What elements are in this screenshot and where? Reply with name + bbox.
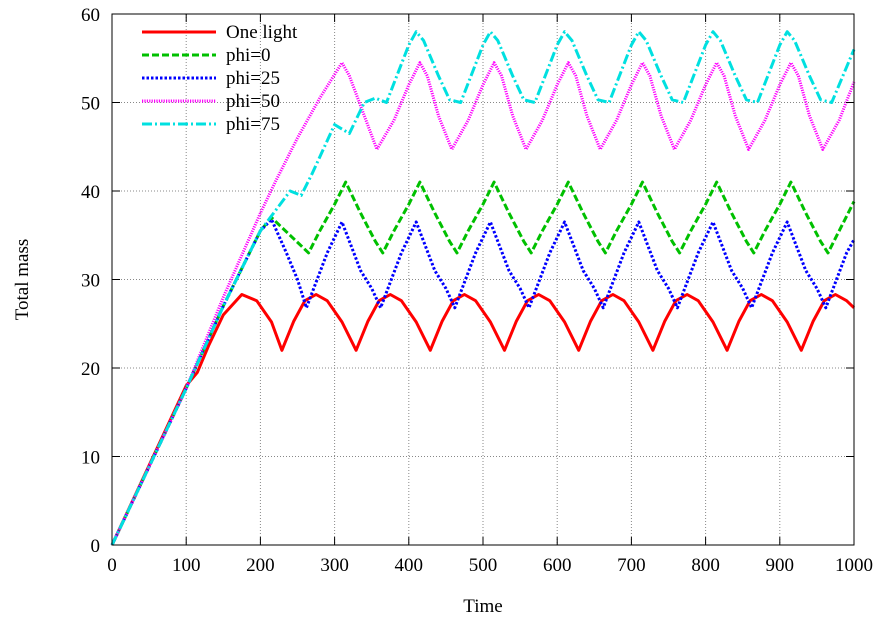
y-tick-label: 10 (81, 448, 100, 469)
series-lines (110, 30, 856, 546)
series-line-5 (110, 30, 856, 546)
x-tick-label: 100 (172, 555, 201, 576)
x-axis-label: Time (463, 596, 502, 617)
x-tick-label: 0 (107, 555, 117, 576)
legend-label: phi=75 (226, 114, 280, 135)
grid-lines (112, 14, 854, 545)
x-tick-label: 600 (543, 555, 572, 576)
legend-entry: phi=50 (142, 91, 280, 112)
x-tick-label: 700 (617, 555, 646, 576)
legend-label: One light (226, 22, 298, 43)
series-line-2 (110, 180, 856, 546)
x-tick-label: 300 (320, 555, 349, 576)
x-tick-label: 200 (246, 555, 275, 576)
legend-entry: phi=25 (142, 68, 280, 89)
x-tick-label: 900 (766, 555, 795, 576)
series-line-1 (110, 293, 856, 546)
y-tick-label: 40 (81, 182, 100, 203)
y-tick-label: 20 (81, 359, 100, 380)
series-line-4 (110, 61, 856, 546)
x-tick-label: 400 (395, 555, 424, 576)
x-tick-label: 500 (469, 555, 498, 576)
y-axis-label: Total mass (12, 239, 33, 321)
axis-ticks: 0 100 200 300 400 500 600 700 800 900 1000 0 10 20 30 4… (81, 5, 873, 576)
y-tick-label: 60 (81, 5, 100, 26)
legend-label: phi=25 (226, 68, 280, 89)
legend-entry: phi=75 (142, 114, 280, 135)
y-tick-label: 0 (91, 536, 101, 557)
y-tick-label: 30 (81, 271, 100, 292)
x-tick-label: 1000 (835, 555, 873, 576)
x-tick-label: 800 (691, 555, 720, 576)
legend-label: phi=0 (226, 45, 271, 66)
legend-label: phi=50 (226, 91, 280, 112)
series-line-3 (110, 217, 856, 546)
y-tick-label: 50 (81, 94, 100, 115)
legend-entry: phi=0 (142, 45, 271, 66)
legend-entry: One light (142, 22, 298, 43)
